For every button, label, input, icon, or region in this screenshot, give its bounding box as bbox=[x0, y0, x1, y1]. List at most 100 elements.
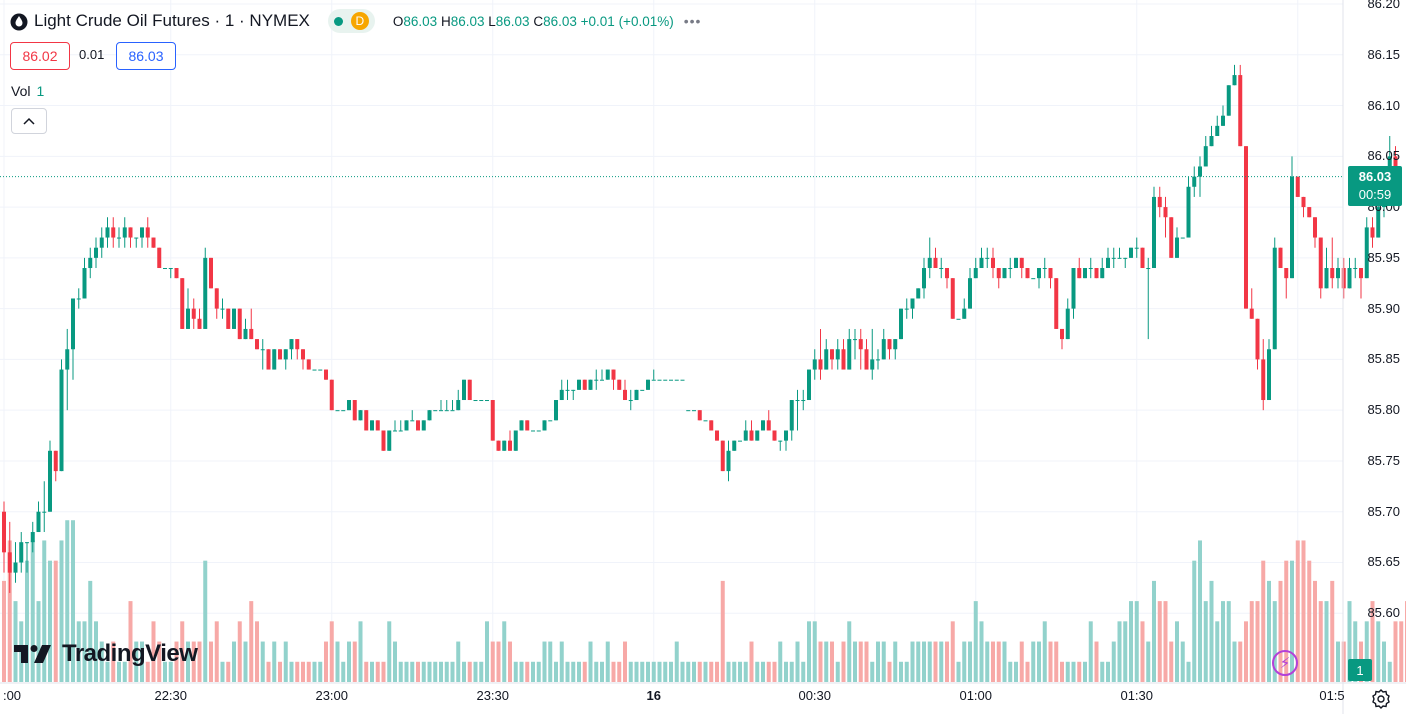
volume-label: Vol bbox=[11, 83, 31, 99]
volume-bar bbox=[191, 641, 196, 682]
candle-body bbox=[950, 278, 955, 319]
volume-bar bbox=[709, 661, 714, 682]
candle-body bbox=[174, 268, 179, 279]
volume-bar bbox=[531, 661, 535, 682]
volume-bar bbox=[439, 661, 443, 682]
candle-body bbox=[485, 400, 489, 402]
candle bbox=[1221, 105, 1225, 126]
volume-bar bbox=[956, 661, 961, 682]
volume-bar bbox=[163, 661, 167, 682]
candle bbox=[858, 328, 863, 370]
volume-bar bbox=[835, 661, 840, 682]
lightning-icon[interactable]: ⚡ bbox=[1272, 650, 1298, 676]
candle-body bbox=[266, 349, 271, 370]
candle bbox=[237, 308, 242, 340]
volume-bar bbox=[168, 661, 173, 682]
market-status[interactable]: D bbox=[327, 9, 375, 33]
tradingview-logo[interactable]: TradingView bbox=[14, 640, 198, 668]
volume-bar bbox=[1180, 641, 1185, 682]
candle bbox=[1215, 115, 1220, 137]
volume-bar bbox=[393, 641, 397, 682]
candle-body bbox=[1186, 186, 1191, 238]
more-icon[interactable]: ••• bbox=[683, 13, 702, 29]
candle bbox=[968, 268, 972, 309]
volume-bar bbox=[1088, 621, 1093, 682]
candle bbox=[140, 227, 144, 248]
volume-bar bbox=[1215, 621, 1220, 682]
volume-bar bbox=[1272, 601, 1277, 682]
candle-body bbox=[979, 257, 984, 269]
open-value: 86.03 bbox=[403, 13, 438, 29]
candle-body bbox=[226, 308, 231, 329]
candle bbox=[870, 328, 875, 380]
volume-bar bbox=[450, 661, 455, 682]
candle-body bbox=[646, 379, 650, 390]
volume-bar bbox=[640, 661, 645, 682]
candle bbox=[916, 288, 921, 299]
candle-body bbox=[916, 288, 921, 299]
volume-bar bbox=[870, 661, 875, 682]
candle bbox=[134, 237, 139, 248]
candle bbox=[772, 430, 777, 441]
volume-bar bbox=[749, 641, 754, 682]
volume-bar bbox=[945, 641, 949, 682]
volume-bar bbox=[1117, 621, 1122, 682]
candle-body bbox=[853, 339, 857, 341]
candle-body bbox=[1111, 257, 1116, 259]
candle-body bbox=[968, 278, 972, 309]
volume-bar bbox=[1123, 621, 1128, 682]
candle bbox=[927, 237, 932, 279]
candle bbox=[283, 349, 288, 370]
candle-body bbox=[473, 400, 478, 402]
candle bbox=[13, 542, 18, 583]
candle bbox=[1359, 268, 1363, 299]
volume-bar bbox=[174, 641, 179, 682]
candle bbox=[1169, 217, 1174, 258]
volume-bar bbox=[651, 661, 656, 682]
candle bbox=[473, 400, 478, 402]
volume-bar bbox=[1129, 601, 1133, 682]
candle-body bbox=[1255, 318, 1260, 360]
settings-gear-icon[interactable] bbox=[1370, 688, 1392, 710]
candle-body bbox=[1077, 268, 1082, 279]
volume-bar bbox=[830, 641, 834, 682]
candle bbox=[1232, 64, 1237, 86]
volume-bar bbox=[657, 661, 662, 682]
volume-bar bbox=[122, 661, 127, 682]
volume-bar bbox=[807, 621, 811, 682]
candle-body bbox=[772, 430, 777, 441]
volume-bar bbox=[462, 661, 466, 682]
candle-body bbox=[1324, 268, 1329, 289]
volume-bar bbox=[950, 621, 955, 682]
candle-body bbox=[680, 379, 685, 381]
candle-body bbox=[381, 430, 386, 451]
candle bbox=[899, 308, 903, 340]
volume-bar bbox=[1382, 641, 1386, 682]
candle-body bbox=[1175, 237, 1179, 258]
candle bbox=[973, 257, 978, 279]
symbol-title[interactable]: Light Crude Oil Futures · 1 · NYMEX bbox=[34, 11, 310, 30]
volume-bar bbox=[82, 621, 87, 682]
candle-body bbox=[1359, 268, 1363, 279]
candle-body bbox=[830, 349, 834, 360]
candle bbox=[628, 389, 633, 411]
candle-body bbox=[197, 318, 202, 329]
collapse-legend-button[interactable] bbox=[11, 108, 47, 134]
volume-bar bbox=[341, 661, 346, 682]
volume-bar bbox=[398, 661, 403, 682]
volume-bar bbox=[1249, 601, 1254, 682]
sell-price-button[interactable]: 86.02 bbox=[10, 42, 70, 70]
candle bbox=[306, 359, 311, 370]
time-tick-label: 16 bbox=[646, 688, 661, 703]
candle bbox=[904, 298, 909, 319]
volume-bar bbox=[565, 661, 570, 682]
candle-body bbox=[128, 227, 133, 238]
buy-price-button[interactable]: 86.03 bbox=[116, 42, 176, 70]
volume-bar bbox=[301, 661, 305, 682]
candle-body bbox=[352, 400, 357, 421]
candle bbox=[709, 420, 714, 431]
candle bbox=[76, 288, 81, 309]
candle-body bbox=[858, 339, 863, 350]
ohlc-values: O86.03 H86.03 L86.03 C86.03 +0.01 (+0.01… bbox=[392, 13, 674, 29]
